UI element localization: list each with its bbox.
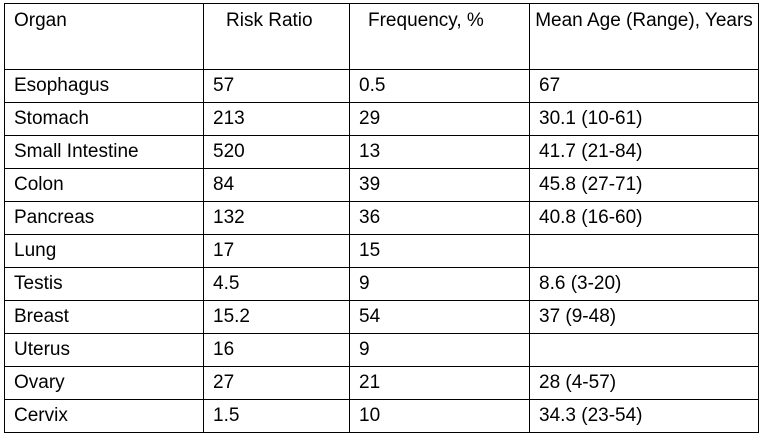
table-row: Testis 4.5 9 8.6 (3-20)	[4, 267, 759, 301]
table-row: Stomach 213 29 30.1 (10-61)	[4, 102, 759, 136]
header-organ: Organ	[4, 3, 204, 70]
mean-age-cell: 40.8 (16-60)	[529, 201, 759, 235]
organ-cell: Stomach	[4, 102, 204, 136]
table-row: Cervix 1.5 10 34.3 (23-54)	[4, 399, 759, 433]
risk-ratio-cell: 1.5	[203, 399, 350, 433]
frequency-cell: 9	[349, 333, 530, 367]
risk-ratio-cell: 520	[203, 135, 350, 169]
risk-ratio-cell: 17	[203, 234, 350, 268]
table-header: Organ Risk Ratio Frequency, % Mean Age (…	[4, 3, 759, 70]
table-row: Esophagus 57 0.5 67	[4, 69, 759, 103]
frequency-cell: 15	[349, 234, 530, 268]
risk-ratio-cell: 27	[203, 366, 350, 400]
organ-cell: Lung	[4, 234, 204, 268]
risk-ratio-cell: 132	[203, 201, 350, 235]
organ-cell: Breast	[4, 300, 204, 334]
mean-age-cell: 8.6 (3-20)	[529, 267, 759, 301]
header-risk-ratio: Risk Ratio	[203, 3, 350, 70]
risk-ratio-cell: 16	[203, 333, 350, 367]
table-row: Pancreas 132 36 40.8 (16-60)	[4, 201, 759, 235]
risk-ratio-cell: 15.2	[203, 300, 350, 334]
mean-age-cell: 45.8 (27-71)	[529, 168, 759, 202]
risk-ratio-cell: 84	[203, 168, 350, 202]
frequency-cell: 36	[349, 201, 530, 235]
risk-ratio-cell: 57	[203, 69, 350, 103]
frequency-cell: 0.5	[349, 69, 530, 103]
risk-ratio-cell: 213	[203, 102, 350, 136]
mean-age-cell	[529, 234, 759, 268]
header-row: Organ Risk Ratio Frequency, % Mean Age (…	[4, 3, 759, 70]
table-row: Breast 15.2 54 37 (9-48)	[4, 300, 759, 334]
frequency-cell: 54	[349, 300, 530, 334]
frequency-cell: 21	[349, 366, 530, 400]
mean-age-cell	[529, 333, 759, 367]
organ-cell: Testis	[4, 267, 204, 301]
table-row: Ovary 27 21 28 (4-57)	[4, 366, 759, 400]
header-frequency: Frequency, %	[349, 3, 530, 70]
table-row: Small Intestine 520 13 41.7 (21-84)	[4, 135, 759, 169]
table-row: Uterus 16 9	[4, 333, 759, 367]
mean-age-cell: 37 (9-48)	[529, 300, 759, 334]
header-mean-age: Mean Age (Range), Years	[529, 3, 759, 70]
organ-cell: Cervix	[4, 399, 204, 433]
table-row: Colon 84 39 45.8 (27-71)	[4, 168, 759, 202]
frequency-cell: 10	[349, 399, 530, 433]
mean-age-cell: 34.3 (23-54)	[529, 399, 759, 433]
table-row: Lung 17 15	[4, 234, 759, 268]
organ-cell: Ovary	[4, 366, 204, 400]
organ-cell: Pancreas	[4, 201, 204, 235]
frequency-cell: 9	[349, 267, 530, 301]
frequency-cell: 39	[349, 168, 530, 202]
frequency-cell: 29	[349, 102, 530, 136]
table-body: Esophagus 57 0.5 67 Stomach 213 29 30.1 (10-61)…	[4, 69, 759, 433]
organ-cell: Esophagus	[4, 69, 204, 103]
mean-age-cell: 67	[529, 69, 759, 103]
frequency-cell: 13	[349, 135, 530, 169]
organ-cell: Uterus	[4, 333, 204, 367]
mean-age-cell: 28 (4-57)	[529, 366, 759, 400]
mean-age-cell: 30.1 (10-61)	[529, 102, 759, 136]
organ-cell: Small Intestine	[4, 135, 204, 169]
organ-cell: Colon	[4, 168, 204, 202]
risk-ratio-cell: 4.5	[203, 267, 350, 301]
mean-age-cell: 41.7 (21-84)	[529, 135, 759, 169]
organ-risk-table: Organ Risk Ratio Frequency, % Mean Age (…	[4, 3, 759, 433]
